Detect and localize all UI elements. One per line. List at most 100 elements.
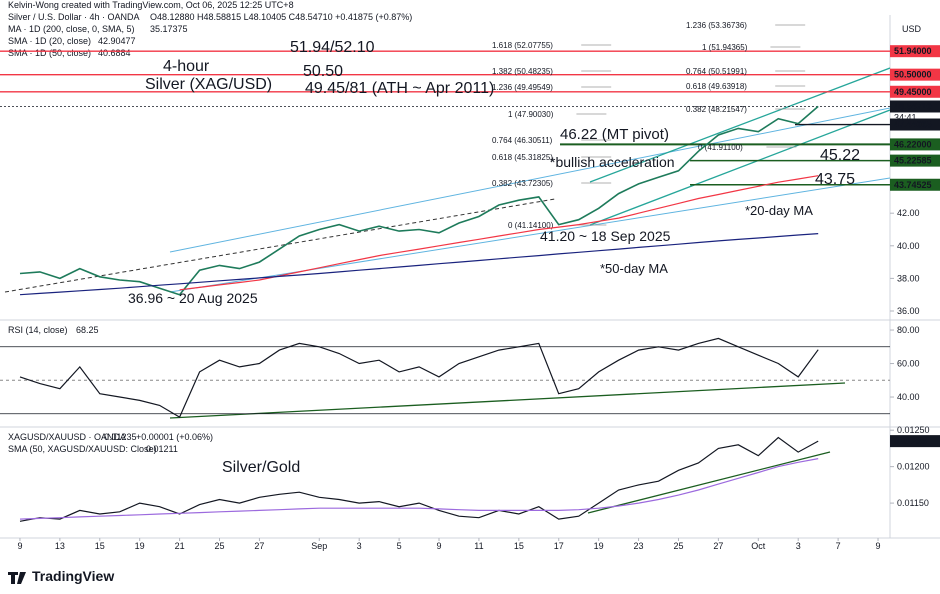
price-label: 50.50000 (894, 70, 932, 80)
currency: USD (902, 24, 922, 34)
x-tick-label: 3 (357, 541, 362, 551)
annotation: *20-day MA (745, 203, 813, 218)
legend-text: MA · 1D (200, close, 0, SMA, 5) (8, 24, 135, 34)
fib-label: 1.382 (50.48235) (492, 67, 553, 76)
price-label: 46.22000 (894, 139, 932, 149)
fib-label: 1.236 (53.36736) (686, 21, 747, 30)
price-label-box (890, 85, 940, 98)
x-tick-label: 17 (554, 541, 564, 551)
annotation: 46.22 (MT pivot) (560, 126, 669, 143)
price-label: 48.54710 (894, 101, 932, 111)
x-tick-label: 25 (673, 541, 683, 551)
trendline (4, 198, 556, 293)
fib-label: 0.618 (45.31825) (492, 153, 553, 162)
x-tick-label: 27 (713, 541, 723, 551)
x-tick-label: 25 (214, 541, 224, 551)
x-tick-label: 15 (514, 541, 524, 551)
price-label-box (890, 45, 940, 58)
price-label-box (890, 118, 940, 131)
legend-text: 42.90477 (98, 36, 136, 46)
price-label-box (890, 138, 940, 151)
x-tick-label: 5 (397, 541, 402, 551)
fib-label: 0.618 (49.63918) (686, 82, 747, 91)
annotation: 36.96 ~ 20 Aug 2025 (128, 290, 258, 306)
channel-line (589, 67, 891, 183)
legend-text: +0.00001 (+0.06%) (136, 432, 213, 442)
price-label: 0.01235 (894, 436, 927, 446)
series-line (179, 175, 819, 291)
y-tick-label: 38.00 (897, 273, 920, 283)
legend-text: SMA · 1D (20, close) (8, 36, 91, 46)
legend-text: SMA (50, XAGUSD/XAUUSD: Close) (8, 444, 157, 454)
annotation: 49.45/81 (ATH ~ Apr 2011) (305, 80, 494, 97)
legend-text: SMA · 1D (50, close) (8, 48, 91, 58)
x-tick-label: 27 (254, 541, 264, 551)
legend-text: O48.12880 H48.58815 L48.10405 C48.54710 … (150, 12, 412, 22)
x-tick-label: 11 (474, 541, 483, 551)
price-label: 45.22585 (894, 156, 932, 166)
price-label-box (890, 154, 940, 167)
fib-label: 0.764 (50.51991) (686, 67, 747, 76)
legend-text: XAGUSD/XAUUSD · OANDA (8, 432, 126, 442)
x-tick-label: 13 (55, 541, 65, 551)
brand: TradingView (32, 568, 114, 584)
annotation: *50-day MA (600, 261, 668, 276)
annotation: Silver (XAG/USD) (145, 76, 272, 93)
y-tick-label: 0.01250 (897, 425, 930, 435)
annotation: 43.75 (815, 171, 855, 188)
ratio-trendline (587, 451, 831, 514)
y-tick-label: 40.00 (897, 241, 920, 251)
price-label-box (890, 68, 940, 81)
legend-text: 0.01211 (146, 444, 178, 454)
x-tick-label: 9 (437, 541, 442, 551)
y-tick-label: 0.01150 (897, 498, 929, 508)
channel-line (169, 107, 891, 253)
legend-text: 35.17375 (150, 24, 188, 34)
countdown: 34:41 (894, 112, 917, 122)
legend-text: Silver / U.S. Dollar · 4h · OANDA (8, 12, 140, 22)
fib-label: 0 (41.91100) (698, 143, 743, 152)
fib-label: 0.382 (48.21547) (686, 105, 747, 114)
series-line (19, 337, 819, 418)
fib-label: 0.764 (46.30511) (492, 136, 553, 145)
series-line (19, 436, 819, 522)
x-tick-label: 7 (836, 541, 841, 551)
fib-label: 0.382 (43.72305) (492, 179, 553, 188)
x-tick-label: 3 (796, 541, 801, 551)
series-line (19, 458, 819, 520)
y-tick-label: 36.00 (897, 306, 920, 316)
y-tick-label: 40.00 (897, 392, 920, 402)
y-tick-label: 0.01200 (897, 462, 930, 472)
y-tick-label: 60.00 (897, 359, 920, 369)
rsi-trendline (169, 382, 846, 419)
price-label-box (890, 435, 940, 448)
annotation: 51.94/52.10 (290, 39, 375, 56)
annotation: Silver/Gold (222, 459, 300, 476)
x-tick-label: 9 (876, 541, 881, 551)
legend-text: RSI (14, close) (8, 325, 68, 335)
price-label-box (890, 178, 940, 191)
x-tick-label: 15 (95, 541, 105, 551)
channel-line (589, 109, 891, 226)
series-line (19, 233, 819, 296)
fib-label: 1 (47.90030) (508, 110, 554, 119)
x-tick-label: 23 (634, 541, 644, 551)
x-tick-label: Oct (751, 541, 766, 551)
annotation: 4-hour (163, 58, 210, 75)
annotation: 41.20 ~ 18 Sep 2025 (540, 228, 671, 244)
price-label: 47.44065 (894, 120, 932, 130)
x-tick-label: 21 (175, 541, 185, 551)
annotation: 45.22 (820, 147, 860, 164)
price-label: 49.45000 (894, 87, 932, 97)
legend-text: 0.01235 (104, 432, 137, 442)
price-label: 51.94000 (894, 46, 932, 56)
x-tick-label: 9 (17, 541, 22, 551)
header: Kelvin-Wong created with TradingView.com… (8, 0, 294, 10)
x-tick-label: 19 (135, 541, 145, 551)
price-label: 43.74525 (894, 180, 932, 190)
fib-label: 1 (51.94365) (702, 43, 748, 52)
y-tick-label: 42.00 (897, 208, 920, 218)
x-tick-label: 19 (594, 541, 604, 551)
